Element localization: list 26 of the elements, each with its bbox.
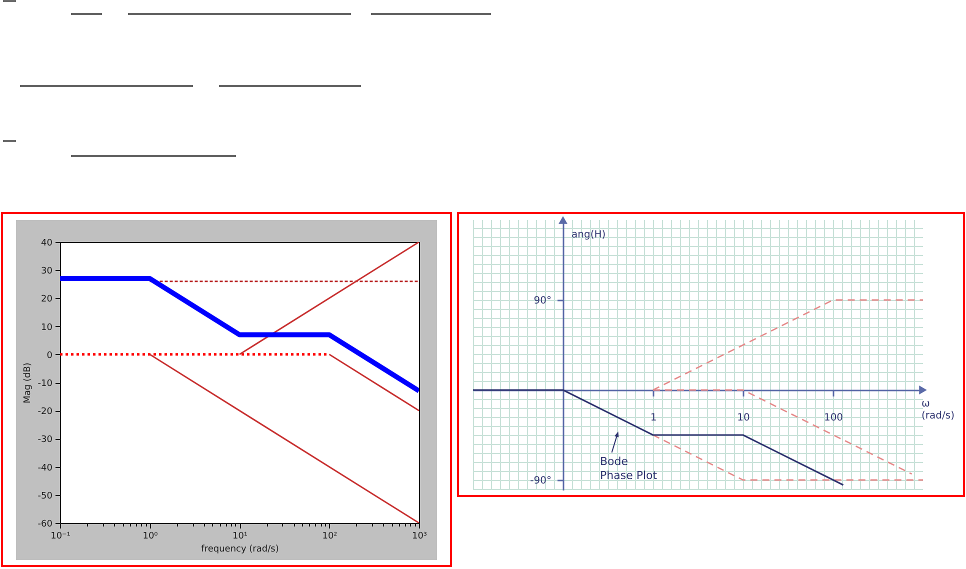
y-tick-label: 20 (41, 294, 53, 305)
y-axis-title: Mag (dB) (22, 362, 33, 404)
x-tick-label: 10¹ (232, 532, 248, 542)
y-tick-label: -50 (38, 491, 53, 502)
y-tick-label: -20 (38, 407, 53, 418)
y-tick-label: 40 (41, 238, 53, 248)
x-axis-title: ω (rad/s) (922, 398, 955, 422)
y-tick-label: 90° (534, 296, 552, 306)
y-tick-label: 30 (41, 266, 53, 277)
y-tick-label: 0 (46, 350, 53, 361)
annotation: Bode Phase Plot (600, 455, 658, 482)
x-tick-label: 10⁰ (142, 532, 158, 542)
y-tick-label: -40 (38, 463, 53, 474)
x-tick-label: 100 (824, 412, 844, 424)
x-tick-label: 10 (737, 412, 750, 424)
y-tick-label: -30 (38, 435, 53, 446)
x-tick-label: 10⁻¹ (50, 532, 71, 542)
x-tick-label: 1 (650, 412, 657, 424)
x-tick-label: 10² (322, 532, 338, 542)
x-tick-label: 10³ (412, 532, 428, 542)
y-tick-label: 10 (41, 322, 53, 333)
x-axis-title: frequency (rad/s) (201, 544, 279, 554)
y-tick-label: -90° (530, 476, 552, 486)
y-axis-title: ang(H) (572, 230, 606, 240)
y-tick-label: -60 (38, 520, 53, 530)
y-tick-label: -10 (38, 379, 53, 389)
